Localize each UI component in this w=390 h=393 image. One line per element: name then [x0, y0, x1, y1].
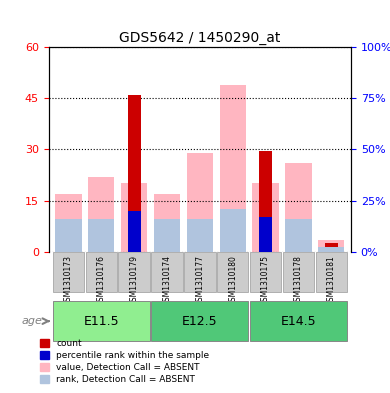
- Text: GSM1310178: GSM1310178: [294, 255, 303, 306]
- Bar: [325, 243, 338, 252]
- Bar: [252, 184, 279, 252]
- FancyBboxPatch shape: [184, 252, 216, 292]
- Bar: [187, 153, 213, 252]
- FancyBboxPatch shape: [151, 301, 248, 341]
- Text: GSM1310175: GSM1310175: [261, 255, 270, 306]
- FancyBboxPatch shape: [53, 301, 150, 341]
- Bar: [128, 95, 141, 252]
- Text: E14.5: E14.5: [281, 315, 316, 328]
- Text: GSM1310179: GSM1310179: [129, 255, 139, 306]
- Text: GSM1310173: GSM1310173: [64, 255, 73, 306]
- Bar: [285, 219, 312, 252]
- Bar: [318, 246, 344, 252]
- Text: age: age: [22, 316, 43, 326]
- FancyBboxPatch shape: [217, 252, 248, 292]
- Bar: [55, 219, 82, 252]
- FancyBboxPatch shape: [283, 252, 314, 292]
- Bar: [259, 151, 272, 252]
- Bar: [128, 211, 141, 252]
- Title: GDS5642 / 1450290_at: GDS5642 / 1450290_at: [119, 31, 280, 45]
- Bar: [88, 219, 114, 252]
- Bar: [259, 217, 272, 252]
- Bar: [121, 184, 147, 252]
- FancyBboxPatch shape: [250, 252, 281, 292]
- Bar: [220, 209, 246, 252]
- Text: GSM1310177: GSM1310177: [195, 255, 204, 306]
- Text: E12.5: E12.5: [182, 315, 218, 328]
- Bar: [88, 177, 114, 252]
- Bar: [154, 219, 180, 252]
- Text: E11.5: E11.5: [83, 315, 119, 328]
- FancyBboxPatch shape: [151, 252, 183, 292]
- Text: GSM1310180: GSM1310180: [228, 255, 237, 306]
- Bar: [154, 194, 180, 252]
- FancyBboxPatch shape: [119, 252, 150, 292]
- FancyBboxPatch shape: [53, 252, 84, 292]
- Legend: count, percentile rank within the sample, value, Detection Call = ABSENT, rank, : count, percentile rank within the sample…: [36, 335, 214, 389]
- Bar: [318, 240, 344, 252]
- FancyBboxPatch shape: [250, 301, 347, 341]
- Bar: [187, 219, 213, 252]
- Text: GSM1310176: GSM1310176: [97, 255, 106, 306]
- FancyBboxPatch shape: [316, 252, 347, 292]
- Text: GSM1310181: GSM1310181: [327, 255, 336, 306]
- FancyBboxPatch shape: [85, 252, 117, 292]
- Text: GSM1310174: GSM1310174: [163, 255, 172, 306]
- Bar: [220, 84, 246, 252]
- Bar: [55, 194, 82, 252]
- Bar: [285, 163, 312, 252]
